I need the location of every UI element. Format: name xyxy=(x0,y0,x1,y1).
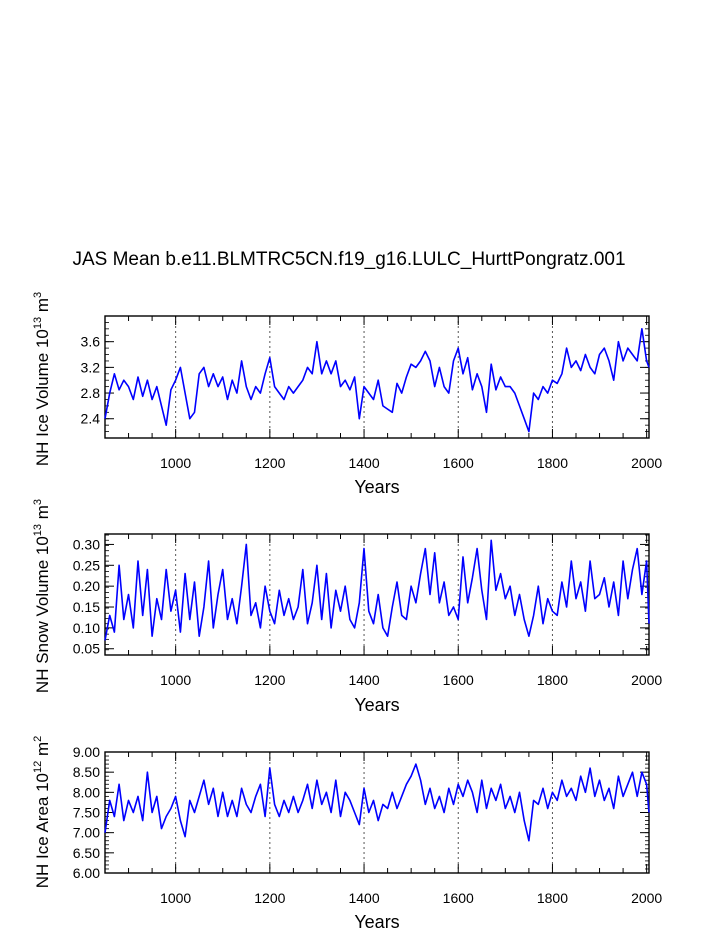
panel-2: 1000 1200 1400 1600 1800 2000 0.05 0.10 0.15 0.20… xyxy=(32,499,662,715)
plot-frame xyxy=(104,533,650,656)
y-axis-label-part: 3 xyxy=(32,292,44,298)
y-tick-label: 0.20 xyxy=(73,578,100,594)
x-tick-label: 1800 xyxy=(537,890,568,906)
x-axis-label: Years xyxy=(354,477,399,497)
x-tick-label: 1400 xyxy=(348,672,379,688)
x-tick-label: 2000 xyxy=(631,890,662,906)
x-tick-label: 1800 xyxy=(537,455,568,471)
y-tick-label: 8.00 xyxy=(73,784,100,800)
y-axis-label-part: m xyxy=(33,298,52,317)
y-axis-label: NH Snow Volume 1013 m3 xyxy=(32,499,52,693)
panel-3: 1000 1200 1400 1600 1800 2000 6.00 6.50 7.00 7.50… xyxy=(32,736,662,932)
x-tick-label: 1600 xyxy=(443,455,474,471)
x-tick-label: 2000 xyxy=(631,672,662,688)
x-tick-label: 1000 xyxy=(160,890,191,906)
y-tick-label: 6.00 xyxy=(73,865,100,881)
y-axis-label-part: NH Ice Area 10 xyxy=(33,773,52,888)
x-tick-label: 1200 xyxy=(254,890,285,906)
y-tick-label: 2.4 xyxy=(81,411,101,427)
y-axis-label: NH Ice Volume 1013 m3 xyxy=(32,292,52,466)
y-tick-label: 7.00 xyxy=(73,825,100,841)
series-line xyxy=(104,539,650,641)
y-tick-label: 6.50 xyxy=(73,845,100,861)
y-axis-label-part: 12 xyxy=(32,761,44,773)
y-tick-label: 0.15 xyxy=(73,599,100,615)
y-axis-label-part: NH Ice Volume 10 xyxy=(33,329,52,466)
series-line xyxy=(104,327,650,433)
x-tick-label: 1200 xyxy=(254,672,285,688)
y-tick-label: 2.8 xyxy=(81,385,101,401)
x-tick-label: 2000 xyxy=(631,455,662,471)
y-tick-label: 0.10 xyxy=(73,620,100,636)
y-axis-label-part: NH Snow Volume 10 xyxy=(33,536,52,693)
panel-1: 1000 1200 1400 1600 1800 2000 2.4 2.8 3.2 3.6 Year… xyxy=(32,292,662,497)
x-tick-label: 1800 xyxy=(537,672,568,688)
x-tick-label: 1600 xyxy=(443,672,474,688)
chart-title: JAS Mean b.e11.BLMTRC5CN.f19_g16.LULC_Hu… xyxy=(72,249,625,270)
series-line xyxy=(104,763,650,842)
y-tick-label: 3.2 xyxy=(81,359,101,375)
x-tick-label: 1000 xyxy=(160,672,191,688)
y-tick-label: 0.05 xyxy=(73,641,100,657)
y-axis-label: NH Ice Area 1012 m2 xyxy=(32,736,52,889)
y-axis-label-part: m xyxy=(33,505,52,524)
y-axis-label-part: m xyxy=(33,742,52,761)
x-tick-label: 1400 xyxy=(348,455,379,471)
panels-group: 1000 1200 1400 1600 1800 2000 2.4 2.8 3.2 3.6 Year… xyxy=(32,292,662,932)
x-tick-label: 1200 xyxy=(254,455,285,471)
y-axis-label-part: 2 xyxy=(32,736,44,742)
y-tick-label: 0.25 xyxy=(73,557,100,573)
x-axis-label: Years xyxy=(354,695,399,715)
x-tick-label: 1000 xyxy=(160,455,191,471)
y-axis-label-part: 13 xyxy=(32,524,44,536)
y-tick-label: 8.50 xyxy=(73,764,100,780)
y-tick-label: 7.50 xyxy=(73,805,100,821)
x-axis-label: Years xyxy=(354,912,399,932)
y-tick-label: 3.6 xyxy=(81,334,101,350)
y-axis-label-part: 13 xyxy=(32,317,44,329)
x-tick-label: 1400 xyxy=(348,890,379,906)
plot-frame xyxy=(104,315,650,439)
x-tick-label: 1600 xyxy=(443,890,474,906)
y-axis-label-part: 3 xyxy=(32,499,44,505)
y-tick-label: 0.30 xyxy=(73,536,100,552)
y-tick-label: 9.00 xyxy=(73,744,100,760)
